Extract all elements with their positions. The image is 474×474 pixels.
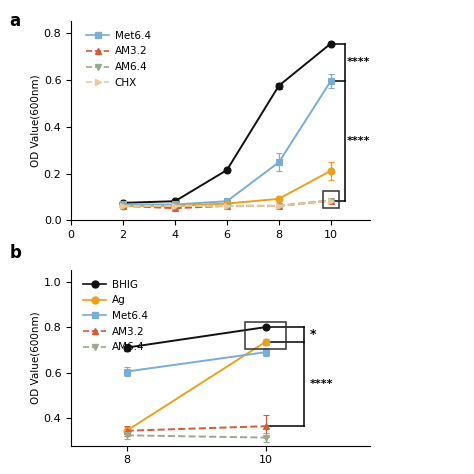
- Text: a: a: [9, 12, 20, 30]
- Text: ****: ****: [347, 57, 371, 67]
- Y-axis label: OD Value(600nm): OD Value(600nm): [31, 74, 41, 167]
- Bar: [323, 191, 338, 208]
- Y-axis label: OD Value(600nm): OD Value(600nm): [31, 311, 41, 404]
- Text: ****: ****: [347, 136, 371, 146]
- Text: b: b: [9, 244, 21, 262]
- Text: ****: ****: [310, 379, 333, 389]
- Text: *: *: [310, 328, 316, 341]
- Bar: [245, 322, 286, 349]
- Legend: BHIG, Ag, Met6.4, AM3.2, AM6.4: BHIG, Ag, Met6.4, AM3.2, AM6.4: [79, 275, 152, 356]
- Legend: Met6.4, AM3.2, AM6.4, CHX: Met6.4, AM3.2, AM6.4, CHX: [82, 27, 155, 92]
